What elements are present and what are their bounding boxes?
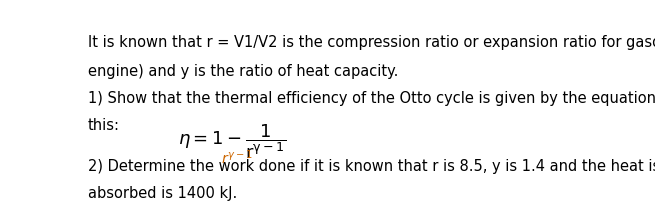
Text: It is known that r = V1/V2 is the compression ratio or expansion ratio for gasol: It is known that r = V1/V2 is the compre… [88,35,655,50]
Text: $\eta = 1 - \dfrac{1}{\mathdefault{r^{\gamma-1}}}$: $\eta = 1 - \dfrac{1}{\mathdefault{r^{\g… [178,122,286,161]
Text: 1) Show that the thermal efficiency of the Otto cycle is given by the equation b: 1) Show that the thermal efficiency of t… [88,91,655,106]
Text: $r^{\gamma-1}$: $r^{\gamma-1}$ [221,148,253,167]
Text: absorbed is 1400 kJ.: absorbed is 1400 kJ. [88,187,237,202]
Text: 2) Determine the work done if it is known that r is 8.5, y is 1.4 and the heat i: 2) Determine the work done if it is know… [88,159,655,174]
Text: this:: this: [88,118,120,133]
Text: engine) and y is the ratio of heat capacity.: engine) and y is the ratio of heat capac… [88,64,398,79]
